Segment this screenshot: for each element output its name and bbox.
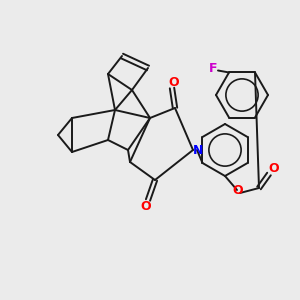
Text: N: N (193, 143, 203, 157)
Text: O: O (269, 163, 279, 176)
Text: F: F (209, 62, 217, 75)
Text: O: O (233, 184, 243, 197)
Text: O: O (141, 200, 151, 212)
Text: O: O (169, 76, 179, 88)
